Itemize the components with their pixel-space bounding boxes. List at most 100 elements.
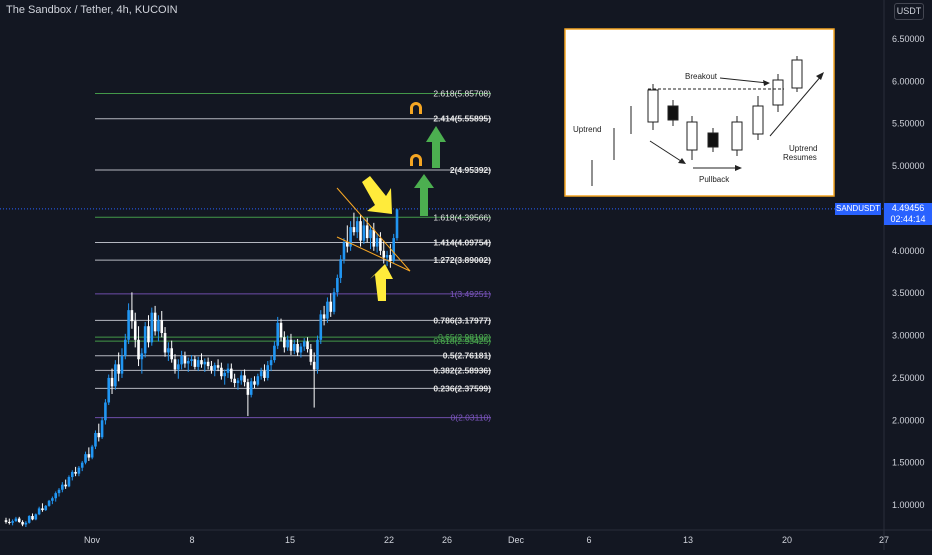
candle-body xyxy=(104,402,107,421)
inset-breakout-arrow xyxy=(719,77,769,84)
candle-body xyxy=(389,255,392,261)
candle-body xyxy=(80,462,84,468)
candle-body xyxy=(279,322,283,338)
inset-resumes-label-2: Resumes xyxy=(783,153,817,162)
currency-badge[interactable]: USDT xyxy=(894,3,924,20)
candle-body xyxy=(74,471,77,474)
candle-body xyxy=(167,348,170,353)
candle-body xyxy=(312,361,316,370)
time-axis-tick: Nov xyxy=(84,535,101,545)
candle-body xyxy=(183,355,187,364)
time-axis-tick: Dec xyxy=(508,535,525,545)
candle-body xyxy=(117,364,120,374)
candle-body xyxy=(259,371,263,377)
candle-body xyxy=(239,375,243,381)
price-axis-tick: 5.50000 xyxy=(892,119,925,129)
candle-body xyxy=(137,339,140,360)
inset-pullback-arrow xyxy=(649,140,685,164)
candle-body xyxy=(170,348,173,360)
price-axis-tick: 5.00000 xyxy=(892,161,925,171)
candle-body xyxy=(216,365,220,368)
fib-level-label: 1(3.49251) xyxy=(450,289,491,299)
inset-candle xyxy=(772,79,784,106)
candle-body xyxy=(123,339,127,356)
candle-body xyxy=(329,301,333,312)
inset-panel xyxy=(564,28,835,197)
candle-body xyxy=(299,346,303,353)
chart-title: The Sandbox / Tether, 4h, KUCOIN xyxy=(6,4,178,16)
candle-body xyxy=(339,259,342,278)
candle-body xyxy=(345,242,349,247)
magnet-icon-lower[interactable] xyxy=(410,154,422,166)
current-price-value: 4.49456 xyxy=(891,203,925,213)
candle-body xyxy=(243,375,246,383)
candle-body xyxy=(246,382,250,395)
candle-body xyxy=(326,301,329,319)
fib-level-label: 2(4.95392) xyxy=(450,165,491,175)
time-axis-tick: 27 xyxy=(879,535,889,545)
candle-body xyxy=(31,516,34,520)
candle-countdown: 02:44:14 xyxy=(890,214,926,224)
inset-resumes-label-1: Uptrend xyxy=(789,144,817,153)
candle-body xyxy=(233,378,236,383)
candle-body xyxy=(395,209,399,239)
green-arrow-up-1 xyxy=(414,174,434,216)
fib-level-label: 0.5(2.76181) xyxy=(443,351,491,361)
candle-body xyxy=(322,314,326,319)
inset-resume-arrow xyxy=(769,74,823,137)
price-axis-tick: 2.50000 xyxy=(892,373,925,383)
candle-body xyxy=(190,359,193,361)
time-axis-tick: 6 xyxy=(586,535,591,545)
candle-body xyxy=(263,371,266,378)
candle-body xyxy=(157,320,160,332)
candle-body xyxy=(286,339,289,348)
candle-body xyxy=(57,489,61,494)
fib-level-label: 2.414(5.55895) xyxy=(433,114,491,124)
candle-body xyxy=(200,360,203,365)
candle-body xyxy=(67,477,71,487)
inset-arrowhead xyxy=(735,165,742,171)
candle-body xyxy=(27,516,31,523)
candle-body xyxy=(143,326,147,354)
candle-body xyxy=(11,521,14,523)
candle-body xyxy=(273,345,276,361)
inset-arrowhead xyxy=(816,72,824,80)
time-axis-tick: 15 xyxy=(285,535,295,545)
inset-arrowhead xyxy=(678,158,686,164)
candle-body xyxy=(375,238,379,247)
candle-body xyxy=(266,365,270,378)
candle-body xyxy=(94,432,97,447)
fib-level-label: 1.414(4.09754) xyxy=(433,238,491,248)
candle-body xyxy=(70,471,74,478)
yellow-arrow-up xyxy=(370,264,393,301)
candle-body xyxy=(100,420,104,438)
inset-pullback-label: Pullback xyxy=(699,175,730,184)
candle-body xyxy=(120,355,124,374)
candle-body xyxy=(133,321,137,340)
candle-body xyxy=(352,227,356,233)
candle-body xyxy=(37,508,41,515)
price-axis-tick: 2.00000 xyxy=(892,415,925,425)
inset-candle xyxy=(647,89,659,123)
candle-body xyxy=(114,364,117,387)
candle-body xyxy=(24,522,28,525)
price-axis-tick: 3.50000 xyxy=(892,288,925,298)
magnet-icon-upper[interactable] xyxy=(410,102,422,114)
candle-body xyxy=(8,521,11,523)
candle-body xyxy=(316,339,319,370)
candle-body xyxy=(296,344,299,353)
candle-body xyxy=(41,508,44,511)
candle-body xyxy=(309,349,313,362)
candle-body xyxy=(107,377,111,403)
candle-body xyxy=(210,366,213,371)
time-axis-tick: 13 xyxy=(683,535,693,545)
candle-body xyxy=(276,322,280,346)
inset-candle xyxy=(791,59,803,89)
candle-body xyxy=(4,520,8,522)
candle-body xyxy=(97,432,101,438)
candle-body xyxy=(44,505,48,511)
magnet-icon xyxy=(410,154,422,166)
time-axis-tick: 26 xyxy=(442,535,452,545)
